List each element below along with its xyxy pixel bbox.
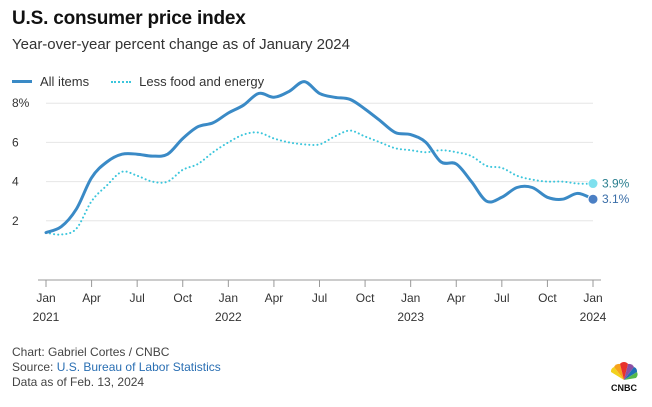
x-tick-label: Jan [401,291,420,305]
y-tick-label: 6 [12,135,19,149]
series-line-all-items [44,80,595,235]
series-end-point [587,178,599,190]
footer-credit: Chart: Gabriel Cortes / CNBC [12,345,170,359]
x-tick-label: Jul [312,291,327,305]
x-tick-label: Apr [447,291,466,305]
line-chart: 2 4 6 8% Jan 2021 Apr Jul Oct Jan 2022 Apr Jul Oct Jan… [12,80,630,324]
series-end-point [587,193,599,205]
x-tick-label: Oct [356,291,375,305]
cnbc-peacock-icon: CNBC [609,362,639,393]
x-tick-label: Jul [129,291,144,305]
legend-swatch-dotted [111,80,132,83]
footer-source-prefix: Source: [12,360,57,374]
chart-subtitle: Year-over-year percent change as of Janu… [12,36,350,53]
chart-footer: Chart: Gabriel Cortes / CNBC Source: U.S… [12,345,221,390]
legend-label-less-food-energy: Less food and energy [139,74,265,89]
x-tick-label: Oct [173,291,192,305]
series-line-less-food-energy [45,129,594,236]
y-tick-label: 4 [12,175,19,189]
chart-legend: All items Less food and energy [12,74,286,89]
x-tick-label: Jan [36,291,55,305]
x-tick-label: Apr [265,291,284,305]
logo-text: CNBC [611,383,637,393]
y-tick-label: 8% [12,96,30,110]
x-tick-label: Jan [583,291,602,305]
x-tick-year-label: 2023 [397,310,424,324]
x-tick-label: Jan [219,291,238,305]
x-tick-year-label: 2024 [580,310,607,324]
legend-item-all-items: All items [12,74,89,89]
footer-source: Source: U.S. Bureau of Labor Statistics [12,360,221,375]
legend-swatch-solid [12,80,32,83]
x-tick-label: Apr [82,291,101,305]
legend-label-all-items: All items [40,74,90,89]
footer-data-date: Data as of Feb. 13, 2024 [12,375,145,389]
series-end-label: 3.1% [602,192,630,206]
series-end-label: 3.9% [602,177,630,191]
x-tick-year-label: 2022 [215,310,242,324]
x-tick-year-label: 2021 [33,310,60,324]
y-tick-label: 2 [12,214,19,228]
chart-title: U.S. consumer price index [12,8,246,29]
legend-item-less-food-energy: Less food and energy [111,74,264,89]
x-tick-label: Jul [494,291,509,305]
x-tick-label: Oct [538,291,557,305]
source-link[interactable]: U.S. Bureau of Labor Statistics [56,360,221,374]
